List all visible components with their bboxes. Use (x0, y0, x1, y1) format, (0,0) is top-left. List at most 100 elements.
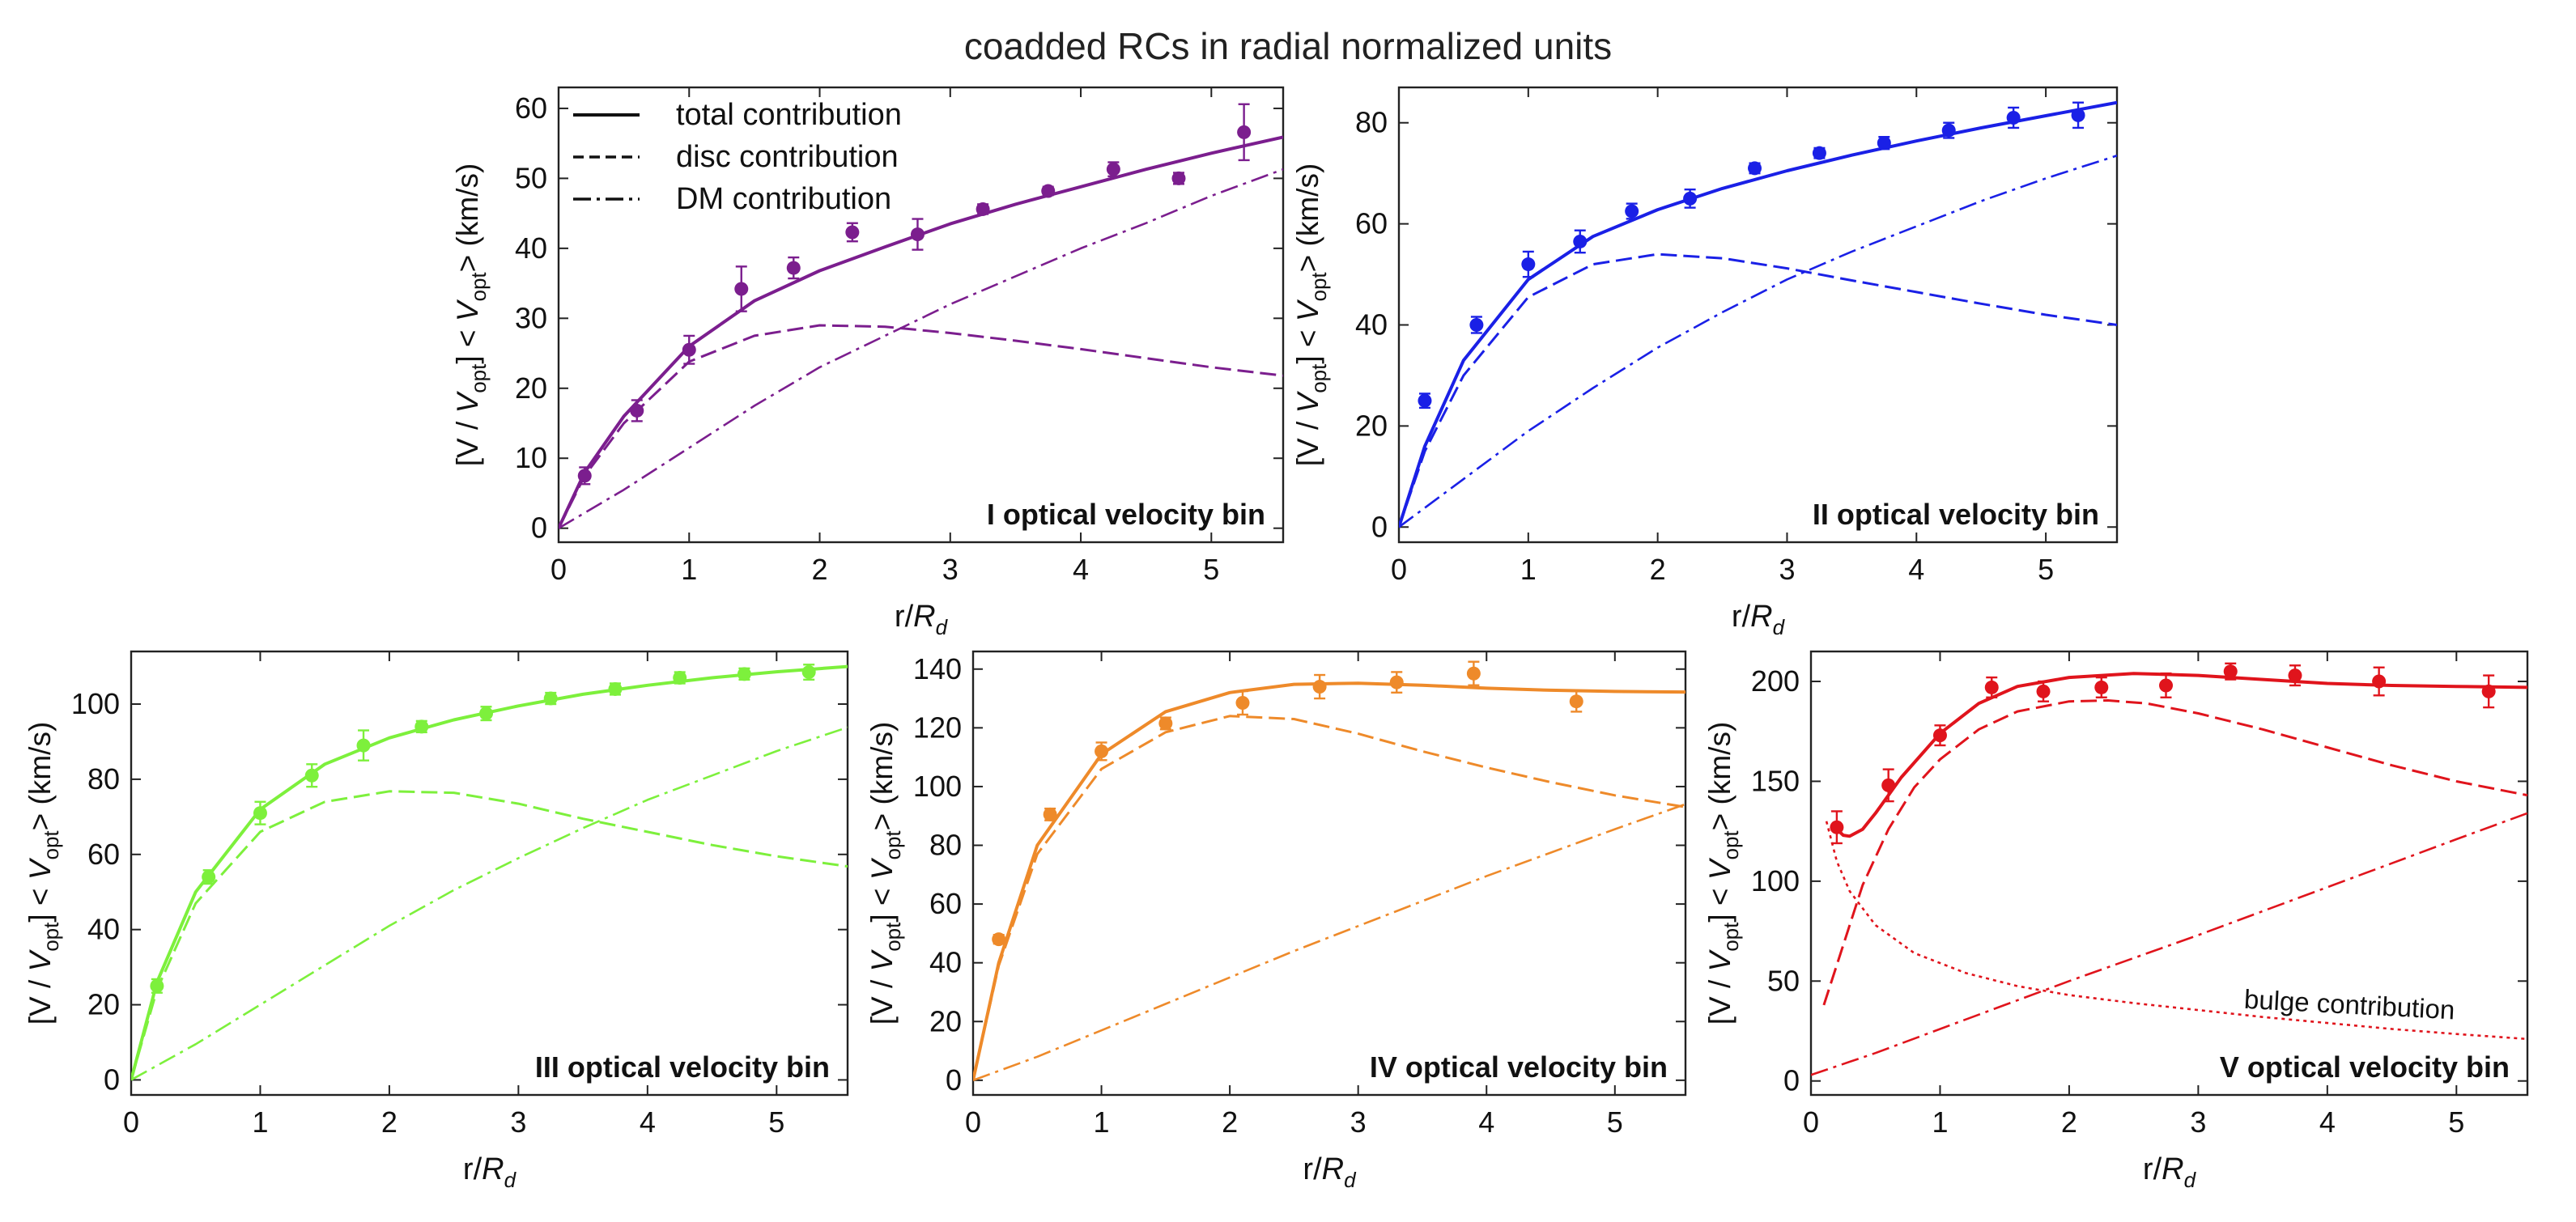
legend-label-total: total contribution (676, 98, 902, 132)
y-tick-label: 0 (1371, 510, 1388, 543)
x-axis-label-R: R (1750, 600, 1772, 634)
x-axis-label-R: R (2162, 1152, 2183, 1186)
x-axis-label-R: R (1322, 1152, 1344, 1186)
plot-frame (557, 86, 1285, 544)
y-tick-label: 0 (1783, 1064, 1800, 1097)
x-axis-label-r: r/ (1732, 600, 1751, 634)
x-tick-label: 0 (1391, 553, 1407, 586)
x-tick-label: 1 (681, 553, 697, 586)
data-point (608, 681, 623, 696)
y-tick-label: 150 (1751, 764, 1800, 797)
y-axis-label-part: V (865, 857, 899, 880)
data-point (304, 768, 319, 783)
y-axis-label-part: opt (39, 830, 63, 860)
y-axis-label: [V / Vopt] < Vopt> (km/s) (865, 722, 905, 1025)
data-point (845, 225, 860, 240)
data-point (673, 671, 687, 685)
x-axis-label-sub: d (2184, 1168, 2197, 1192)
data-point (734, 282, 749, 296)
y-tick-label: 60 (87, 838, 120, 871)
x-tick-label: 3 (510, 1105, 526, 1139)
data-point (2288, 668, 2302, 683)
x-axis-label: r/Rd (463, 1152, 517, 1192)
curve-total (559, 135, 1283, 529)
y-tick-label: 100 (913, 770, 962, 803)
x-tick-label: 4 (640, 1105, 656, 1139)
y-axis-label-part: opt (1719, 922, 1743, 952)
y-tick-label: 60 (515, 91, 547, 125)
data-point (2071, 108, 2085, 122)
curve-dm (559, 168, 1283, 529)
y-axis-label-part: [V / (451, 413, 484, 466)
x-tick-label: 1 (1094, 1105, 1110, 1139)
x-tick-label: 2 (381, 1105, 397, 1139)
data-point (1466, 666, 1481, 681)
y-axis-label-part: ] < (1703, 880, 1736, 922)
y-tick-label: 100 (1751, 864, 1800, 897)
data-point (150, 978, 164, 993)
x-axis-label: r/Rd (1732, 600, 1786, 639)
x-tick-label: 2 (1650, 553, 1666, 586)
y-tick-label: 80 (1355, 106, 1388, 139)
y-tick-label: 20 (929, 1004, 962, 1037)
y-tick-label: 80 (87, 762, 120, 796)
y-axis-label: [V / Vopt] < Vopt> (km/s) (23, 722, 63, 1025)
y-axis-label-part: opt (1307, 272, 1331, 302)
y-axis-label-part: opt (466, 363, 491, 393)
y-axis-label-part: V (865, 948, 899, 971)
curve-bulge (1825, 821, 2527, 1041)
data-point (1521, 257, 1536, 272)
x-tick-label: 3 (2190, 1105, 2206, 1139)
x-axis-label-r: r/ (1303, 1152, 1322, 1186)
data-point (786, 261, 801, 275)
y-axis-label-part: > (km/s) (1703, 722, 1736, 831)
plot-frame (1809, 650, 2529, 1097)
y-axis-label-part: ] < (1291, 321, 1324, 363)
y-tick-label: 20 (1355, 409, 1388, 442)
curve-disc (1399, 252, 2117, 528)
y-axis-label-part: opt (881, 922, 905, 952)
x-tick-label: 5 (2038, 553, 2054, 586)
data-point (1237, 125, 1252, 139)
data-point (1106, 162, 1120, 176)
x-axis-label: r/Rd (2143, 1152, 2197, 1192)
data-point (1830, 820, 1844, 834)
y-tick-label: 50 (1767, 964, 1800, 997)
y-axis-label: [V / Vopt] < Vopt> (km/s) (1291, 163, 1331, 467)
data-point (1171, 171, 1186, 185)
data-point (1625, 204, 1639, 219)
data-point (2094, 680, 2109, 694)
data-point (1043, 807, 1057, 821)
panel-label: V optical velocity bin (2220, 1050, 2510, 1084)
data-point (1418, 393, 1432, 408)
x-tick-label: 5 (1203, 553, 1219, 586)
y-tick-label: 200 (1751, 664, 1800, 698)
y-axis-label-part: opt (466, 272, 491, 302)
curve-dm (1811, 812, 2527, 1076)
curve-total (131, 664, 848, 1080)
curve-total (973, 681, 1685, 1081)
y-tick-label: 40 (1355, 308, 1388, 341)
plot-frame (130, 650, 849, 1097)
curve-total (1835, 672, 2527, 838)
x-tick-label: 0 (1803, 1105, 1819, 1139)
plot-frame (971, 650, 1687, 1097)
data-point (1984, 680, 1999, 694)
y-axis-label-part: ] < (865, 880, 899, 922)
x-axis-label-r: r/ (895, 600, 914, 634)
y-tick-label: 100 (71, 687, 120, 720)
x-axis-label-sub: d (1344, 1168, 1357, 1192)
data-point (992, 932, 1006, 947)
data-point (1881, 778, 1896, 792)
data-point (253, 806, 267, 821)
data-point (1573, 234, 1588, 248)
data-point (630, 403, 644, 418)
data-point (1748, 161, 1762, 176)
y-axis-label-part: > (km/s) (451, 163, 484, 273)
x-tick-label: 5 (768, 1105, 784, 1139)
y-axis-label-part: opt (39, 922, 63, 952)
